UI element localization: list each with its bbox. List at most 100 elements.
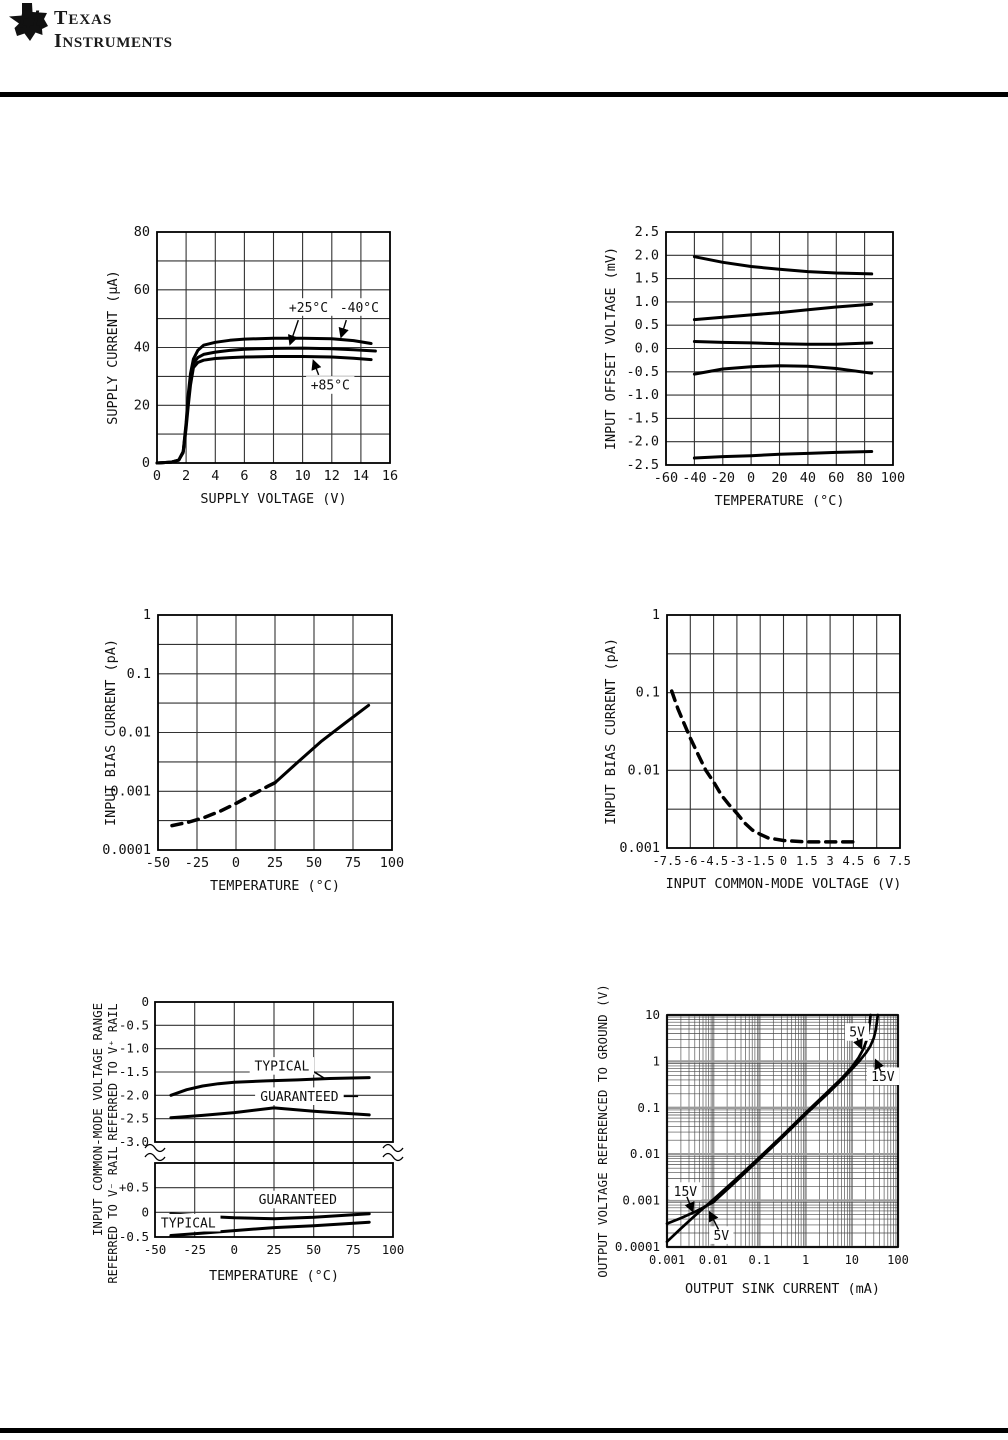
svg-text:1: 1 <box>802 1253 809 1267</box>
svg-text:-7.5: -7.5 <box>653 854 682 868</box>
svg-text:-25: -25 <box>183 1242 206 1257</box>
svg-text:-3.0: -3.0 <box>119 1134 149 1149</box>
svg-text:ti: ti <box>16 9 41 33</box>
svg-text:10: 10 <box>845 1253 859 1267</box>
svg-text:TYPICAL: TYPICAL <box>161 1216 216 1231</box>
svg-text:14: 14 <box>353 468 369 484</box>
svg-text:50: 50 <box>306 1242 321 1257</box>
svg-text:60: 60 <box>828 470 844 486</box>
svg-text:0.5: 0.5 <box>635 317 659 333</box>
svg-text:100: 100 <box>881 470 905 486</box>
svg-text:+85°C: +85°C <box>311 379 350 394</box>
svg-text:8: 8 <box>269 468 277 484</box>
chart-canvas: 5V 15V 15V 5V 0.001 0.01 0.1 1 10 100 10 1 0.1 0.01 0.… <box>595 984 909 1297</box>
svg-text:1: 1 <box>143 607 151 623</box>
svg-text:4: 4 <box>211 468 219 484</box>
svg-text:0.0: 0.0 <box>635 341 659 357</box>
svg-text:75: 75 <box>346 1242 361 1257</box>
svg-text:+0.5: +0.5 <box>119 1180 149 1195</box>
svg-text:-1.5: -1.5 <box>746 854 775 868</box>
svg-text:-40: -40 <box>682 470 706 486</box>
svg-text:-0.5: -0.5 <box>119 1229 149 1244</box>
svg-text:0: 0 <box>141 1204 149 1219</box>
svg-text:-0.5: -0.5 <box>119 1017 149 1032</box>
svg-text:-25: -25 <box>185 855 209 871</box>
svg-text:10: 10 <box>294 468 310 484</box>
svg-text:2: 2 <box>182 468 190 484</box>
svg-text:-6: -6 <box>683 854 697 868</box>
svg-text:-2.0: -2.0 <box>626 434 659 450</box>
svg-text:0.0001: 0.0001 <box>615 1239 660 1254</box>
svg-text:25: 25 <box>267 855 283 871</box>
svg-text:0.01: 0.01 <box>627 762 660 778</box>
svg-text:1.0: 1.0 <box>635 294 659 310</box>
svg-text:0.001: 0.001 <box>619 840 660 856</box>
svg-text:75: 75 <box>345 855 361 871</box>
svg-text:SUPPLY VOLTAGE (V): SUPPLY VOLTAGE (V) <box>200 491 346 507</box>
svg-text:-50: -50 <box>144 1242 167 1257</box>
svg-text:SUPPLY CURRENT (µA): SUPPLY CURRENT (µA) <box>105 270 121 424</box>
svg-text:-3: -3 <box>730 854 744 868</box>
svg-text:1.5: 1.5 <box>635 271 659 287</box>
svg-text:INPUT BIAS CURRENT (pA): INPUT BIAS CURRENT (pA) <box>603 638 619 825</box>
svg-text:12: 12 <box>324 468 340 484</box>
svg-text:0: 0 <box>780 854 787 868</box>
svg-text:0: 0 <box>747 470 755 486</box>
svg-text:0: 0 <box>142 455 150 471</box>
header-rule <box>0 92 1008 97</box>
svg-text:0.0001: 0.0001 <box>102 842 151 858</box>
svg-text:40: 40 <box>800 470 816 486</box>
svg-text:-1.5: -1.5 <box>626 410 659 426</box>
chart-output-voltage-vs-output-sink-current: 5V 15V 15V 5V 0.001 0.01 0.1 1 10 100 10 1 0.1 0.01 0.… <box>590 983 937 1315</box>
svg-text:TEMPERATURE (°C): TEMPERATURE (°C) <box>714 493 844 509</box>
svg-text:-2.5: -2.5 <box>626 457 659 473</box>
chart-canvas: -7.5 -6 -4.5 -3 -1.5 0 1.5 3 4.5 6 7.5 1 0.1 0.01 0.00… <box>603 607 911 892</box>
svg-text:-40°C: -40°C <box>340 301 379 316</box>
svg-text:5V: 5V <box>713 1229 729 1244</box>
svg-text:4.5: 4.5 <box>843 854 865 868</box>
svg-text:80: 80 <box>134 224 150 240</box>
svg-text:TEMPERATURE (°C): TEMPERATURE (°C) <box>209 1268 339 1284</box>
svg-text:1: 1 <box>652 1053 660 1068</box>
ti-logo: ti TEXAS INSTRUMENTS <box>8 2 173 51</box>
svg-text:GUARANTEED: GUARANTEED <box>260 1090 338 1105</box>
svg-text:+25°C: +25°C <box>289 301 328 316</box>
svg-text:-0.5: -0.5 <box>626 364 659 380</box>
svg-text:INPUT OFFSET VOLTAGE (mV): INPUT OFFSET VOLTAGE (mV) <box>603 247 619 450</box>
svg-text:2.5: 2.5 <box>635 224 659 240</box>
chart-canvas: -60 -40 -20 0 20 40 60 80 100 2.5 2.0 1.5 1.0 0.5 0.0 -… <box>603 224 905 509</box>
svg-text:0.1: 0.1 <box>749 1253 771 1267</box>
svg-text:20: 20 <box>134 397 150 413</box>
svg-text:2.0: 2.0 <box>635 247 659 263</box>
svg-text:0.001: 0.001 <box>622 1193 660 1208</box>
svg-text:GUARANTEED: GUARANTEED <box>259 1193 337 1208</box>
svg-text:40: 40 <box>134 340 150 356</box>
svg-text:0: 0 <box>231 1242 239 1257</box>
svg-text:TYPICAL: TYPICAL <box>255 1060 310 1075</box>
svg-text:-2.0: -2.0 <box>119 1087 149 1102</box>
svg-text:-20: -20 <box>711 470 735 486</box>
svg-text:OUTPUT SINK CURRENT (mA): OUTPUT SINK CURRENT (mA) <box>685 1281 880 1297</box>
svg-text:-1.0: -1.0 <box>119 1041 149 1056</box>
chart-canvas: TYPICAL GUARANTEED 0 -0.5 -1.0 -1.5 -2.0 -2.5 -3… <box>90 994 404 1284</box>
svg-text:16: 16 <box>382 468 398 484</box>
svg-text:0.1: 0.1 <box>127 666 151 682</box>
svg-text:5V: 5V <box>849 1026 865 1041</box>
svg-text:0.1: 0.1 <box>636 685 660 701</box>
svg-text:OUTPUT VOLTAGE REFERENCED TO G: OUTPUT VOLTAGE REFERENCED TO GROUND (V) <box>595 984 610 1278</box>
chart-common-mode-voltage-range-vs-temperature: TYPICAL GUARANTEED 0 -0.5 -1.0 -1.5 -2.0 -2.5 -3… <box>85 983 417 1305</box>
svg-text:INPUT COMMON-MODE VOLTAGE RANG: INPUT COMMON-MODE VOLTAGE RANGE <box>90 1003 105 1236</box>
svg-text:REFERRED TO V⁻ RAIL: REFERRED TO V⁻ RAIL <box>106 1146 120 1283</box>
chart-supply-current-vs-supply-voltage: +25°C -40°C +85°C 0 2 4 6 8 10 12 14 16 0 20 40 60 80 SUP… <box>95 213 417 515</box>
chart-input-bias-current-vs-common-mode-voltage: -7.5 -6 -4.5 -3 -1.5 0 1.5 3 4.5 6 7.5 1 0.1 0.01 0.00… <box>598 598 935 900</box>
svg-text:0.01: 0.01 <box>118 725 151 741</box>
svg-text:INPUT BIAS CURRENT (pA): INPUT BIAS CURRENT (pA) <box>103 639 119 826</box>
svg-text:15V: 15V <box>871 1070 895 1085</box>
chart-input-offset-voltage-vs-temperature: -60 -40 -20 0 20 40 60 80 100 2.5 2.0 1.5 1.0 0.5 0.0 -… <box>598 213 935 515</box>
svg-text:7.5: 7.5 <box>889 854 911 868</box>
svg-text:-50: -50 <box>146 855 170 871</box>
svg-text:1.5: 1.5 <box>796 854 818 868</box>
footer-rule <box>0 1428 1008 1433</box>
svg-text:25: 25 <box>266 1242 281 1257</box>
